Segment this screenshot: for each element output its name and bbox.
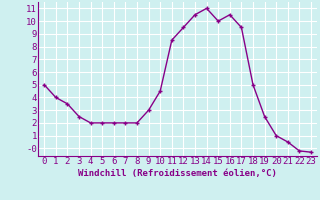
X-axis label: Windchill (Refroidissement éolien,°C): Windchill (Refroidissement éolien,°C) bbox=[78, 169, 277, 178]
